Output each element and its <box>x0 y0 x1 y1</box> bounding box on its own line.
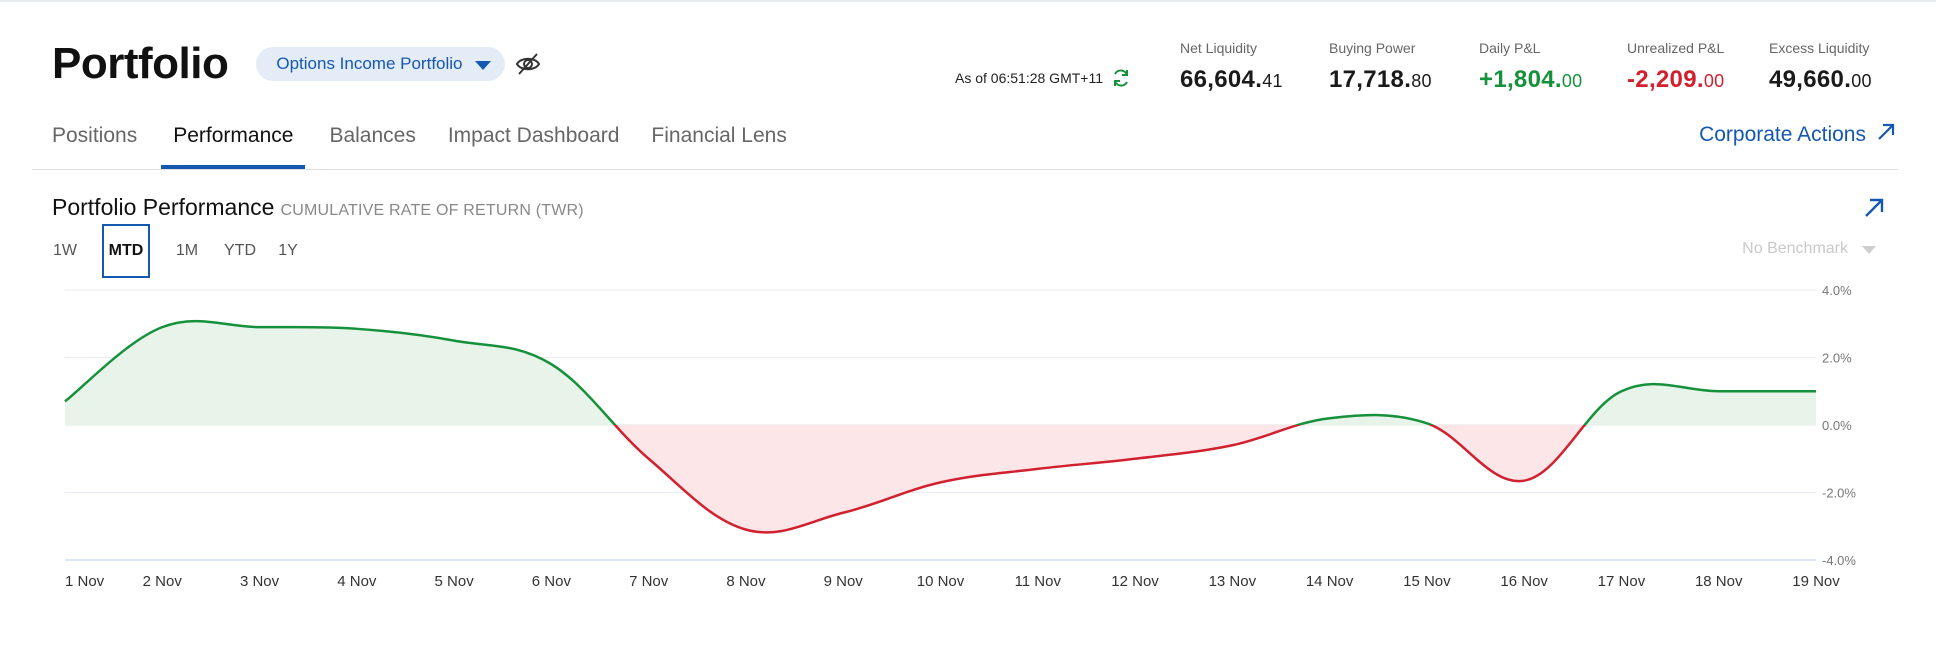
hide-values-icon[interactable] <box>513 49 543 79</box>
x-tick-label: 10 Nov <box>917 573 965 590</box>
tab-balances[interactable]: Balances <box>329 124 416 147</box>
y-tick-label: -2.0% <box>1822 486 1856 501</box>
x-tick-label: 7 Nov <box>629 573 669 590</box>
tabs-divider <box>32 169 1898 170</box>
x-tick-label: 14 Nov <box>1306 573 1354 590</box>
y-tick-label: 2.0% <box>1822 351 1852 366</box>
x-tick-label: 13 Nov <box>1209 573 1257 590</box>
metric-value: 17,718.80 <box>1329 66 1432 93</box>
return-line-positive <box>64 319 1816 425</box>
range-selector: 1W MTD 1M YTD 1Y <box>52 224 298 278</box>
performance-subtitle: CUMULATIVE RATE OF RETURN (TWR) <box>280 202 584 219</box>
x-tick-label: 18 Nov <box>1695 573 1743 590</box>
corporate-actions-link[interactable]: Corporate Actions <box>1699 122 1896 148</box>
x-tick-label: 19 Nov <box>1792 573 1840 590</box>
x-tick-label: 17 Nov <box>1598 573 1646 590</box>
chevron-down-icon <box>474 60 491 70</box>
x-tick-label: 5 Nov <box>435 573 475 590</box>
chevron-down-icon <box>1862 246 1876 254</box>
benchmark-dropdown[interactable]: No Benchmark <box>1742 240 1876 258</box>
metric-value: 66,604.41 <box>1180 66 1283 93</box>
tab-impact-dashboard[interactable]: Impact Dashboard <box>447 124 620 147</box>
range-ytd[interactable]: YTD <box>224 242 256 259</box>
tab-performance[interactable]: Performance <box>161 118 306 170</box>
y-tick-label: -4.0% <box>1822 553 1856 568</box>
metric-value: -2,209.00 <box>1627 66 1725 93</box>
range-1m[interactable]: 1M <box>175 242 199 259</box>
tab-positions[interactable]: Positions <box>52 124 138 147</box>
metric-label: Excess Liquidity <box>1769 40 1870 56</box>
header: Portfolio Options Income Portfolio <box>52 36 543 92</box>
tab-bar: Positions Performance Balances Impact Da… <box>52 118 819 170</box>
expand-chart-icon[interactable] <box>1862 196 1886 220</box>
metric-label: Daily P&L <box>1479 40 1541 56</box>
return-line-negative <box>613 425 1587 534</box>
x-tick-label: 6 Nov <box>532 573 572 590</box>
y-tick-label: 4.0% <box>1822 283 1852 298</box>
x-tick-label: 15 Nov <box>1403 573 1451 590</box>
external-arrow-icon <box>1876 122 1896 148</box>
metric-value: +1,804.00 <box>1479 66 1583 93</box>
x-tick-label: 8 Nov <box>726 573 766 590</box>
metric-daily-pnl: Daily P&L +1,804.00 <box>1479 40 1582 94</box>
metric-buying-power: Buying Power 17,718.80 <box>1329 40 1432 94</box>
x-tick-label: 2 Nov <box>143 573 183 590</box>
x-tick-label: 1 Nov <box>65 573 105 590</box>
metric-label: Buying Power <box>1329 40 1416 56</box>
range-1y[interactable]: 1Y <box>278 242 298 259</box>
tab-financial-lens[interactable]: Financial Lens <box>651 124 787 147</box>
x-tick-label: 16 Nov <box>1500 573 1548 590</box>
x-tick-label: 11 Nov <box>1015 573 1062 590</box>
metric-label: Unrealized P&L <box>1627 40 1725 56</box>
metric-net-liquidity: Net Liquidity 66,604.41 <box>1180 40 1283 94</box>
metric-excess-liquidity: Excess Liquidity 49,660.00 <box>1769 40 1872 94</box>
top-border <box>0 0 1936 2</box>
metric-value: 49,660.00 <box>1769 66 1872 93</box>
performance-heading: Portfolio Performance CUMULATIVE RATE OF… <box>52 194 584 221</box>
as-of-timestamp: As of 06:51:28 GMT+11 <box>955 68 1131 88</box>
performance-title: Portfolio Performance <box>52 194 275 220</box>
as-of-label: As of 06:51:28 GMT+11 <box>955 70 1103 86</box>
x-tick-label: 9 Nov <box>824 573 864 590</box>
metric-unrealized-pnl: Unrealized P&L -2,209.00 <box>1627 40 1724 94</box>
portfolio-selector[interactable]: Options Income Portfolio <box>256 47 505 81</box>
page-title: Portfolio <box>52 39 229 88</box>
corporate-actions-label: Corporate Actions <box>1699 123 1866 146</box>
range-1w[interactable]: 1W <box>53 242 77 259</box>
x-tick-label: 3 Nov <box>240 573 280 590</box>
x-tick-label: 12 Nov <box>1111 573 1159 590</box>
y-tick-label: 0.0% <box>1822 418 1852 433</box>
range-mtd[interactable]: MTD <box>102 224 150 278</box>
performance-chart: 4.0% 2.0% 0.0% -2.0% -4.0% 1 Nov 2 Nov 3 Nov 4 N… <box>64 283 1856 590</box>
metric-label: Net Liquidity <box>1180 40 1258 56</box>
x-tick-label: 4 Nov <box>337 573 377 590</box>
portfolio-selector-label: Options Income Portfolio <box>276 54 463 73</box>
negative-area <box>65 425 1816 533</box>
refresh-icon[interactable] <box>1111 68 1131 88</box>
benchmark-label: No Benchmark <box>1742 240 1848 257</box>
